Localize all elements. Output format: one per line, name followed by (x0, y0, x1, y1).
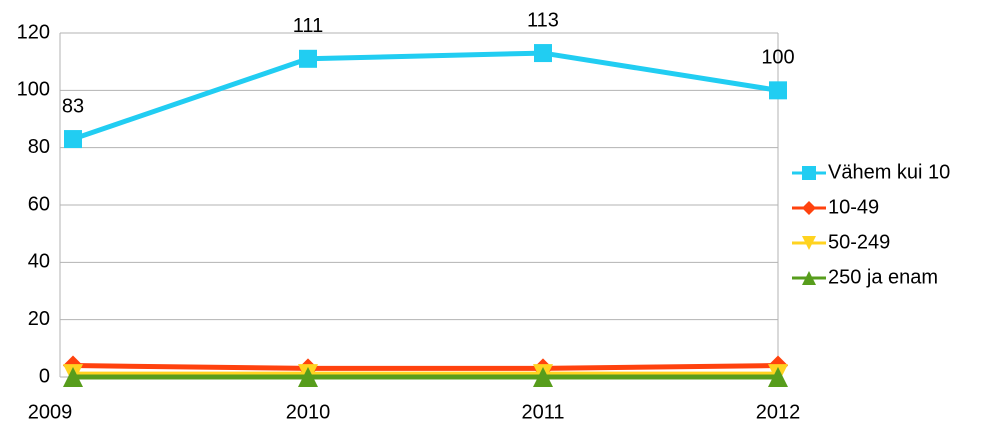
data-label: 100 (761, 47, 794, 69)
marker (299, 49, 317, 68)
data-label: 83 (62, 95, 84, 117)
y-tick-label: 80 (28, 136, 50, 158)
marker (63, 367, 83, 387)
marker (533, 367, 553, 387)
marker (802, 236, 816, 250)
series-line (72, 363, 779, 371)
y-tick-label: 0 (39, 365, 50, 387)
marker (769, 81, 787, 100)
legend-label: Vähem kui 10 (828, 161, 950, 183)
x-tick-label: 2010 (286, 401, 331, 423)
y-tick-label: 20 (28, 308, 50, 330)
marker (768, 367, 788, 387)
marker (802, 201, 816, 215)
y-tick-label: 60 (28, 193, 50, 215)
marker (64, 130, 82, 149)
marker (802, 271, 816, 285)
legend-label: 250 ja enam (828, 266, 938, 288)
data-label: 111 (293, 15, 323, 37)
x-tick-label: 2012 (756, 401, 801, 423)
x-tick-label: 2011 (521, 401, 564, 423)
legend-label: 50-249 (828, 231, 890, 253)
marker (534, 44, 552, 63)
y-tick-label: 40 (28, 251, 50, 273)
y-tick-label: 100 (17, 79, 50, 101)
legend-label: 10-49 (828, 196, 879, 218)
data-label: 113 (527, 9, 559, 31)
marker (802, 166, 816, 180)
x-tick-label: 2009 (28, 401, 73, 423)
marker (298, 367, 318, 387)
y-tick-label: 120 (17, 21, 50, 43)
series-line (72, 50, 779, 142)
